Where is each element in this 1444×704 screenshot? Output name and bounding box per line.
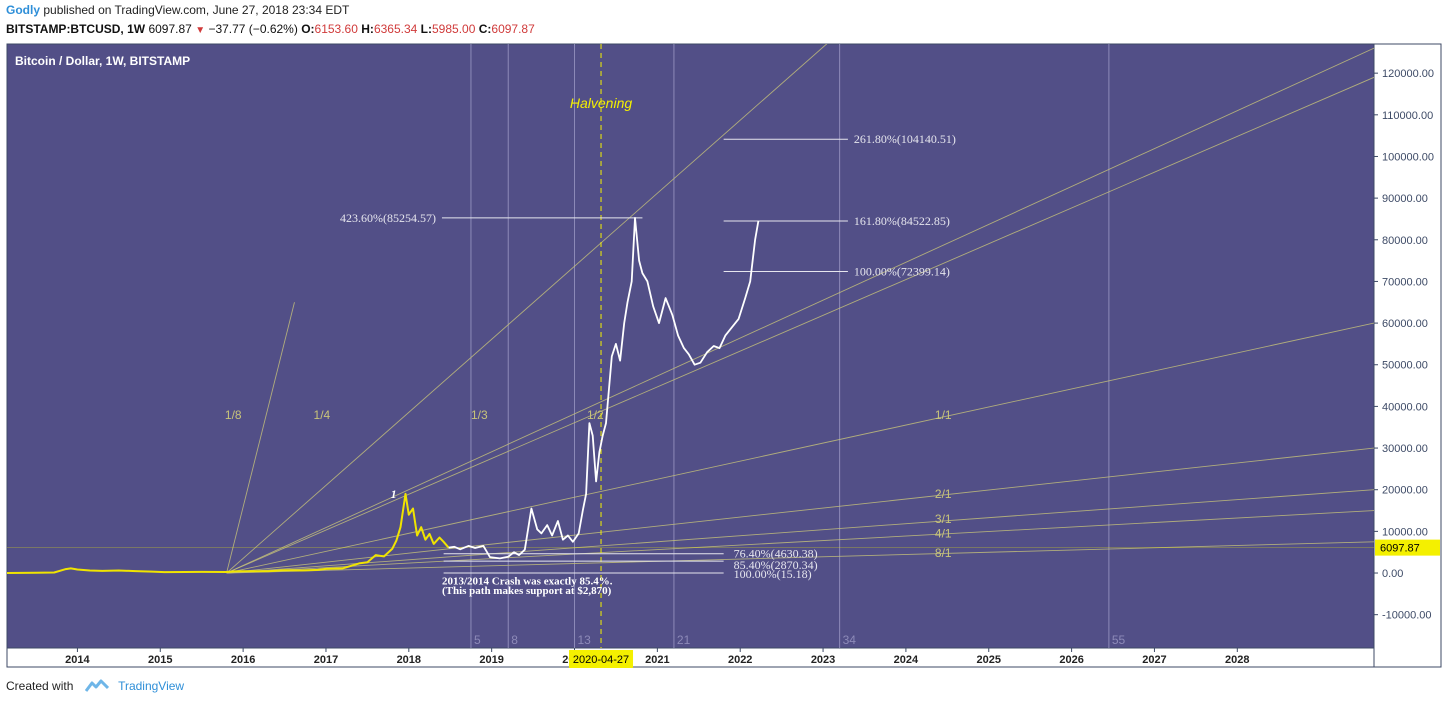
symbol-name: BITSTAMP:BTCUSD, 1W <box>6 22 146 36</box>
y-tick-label: 40000.00 <box>1382 401 1428 413</box>
gann-fan-line <box>226 489 1374 574</box>
x-tick-label: 2022 <box>728 654 752 666</box>
x-tick-label: 2023 <box>811 654 835 666</box>
x-tick-label: 2016 <box>231 654 255 666</box>
footer: Created with TradingView <box>6 679 184 693</box>
historical-price-line <box>7 492 450 574</box>
open-label: O: <box>301 22 315 36</box>
fib-retracement-label: 76.40%(4630.38) <box>734 547 818 561</box>
fib-time-label: 13 <box>578 633 592 647</box>
fib-level-label: 100.00%(72399.14) <box>854 264 950 278</box>
published-text: published on TradingView.com, June 27, 2… <box>43 3 350 17</box>
fib-level-label: 423.60%(85254.57) <box>340 211 436 225</box>
y-tick-label: 110000.00 <box>1382 110 1433 122</box>
x-tick-label: 2027 <box>1142 654 1166 666</box>
fib-level-label: 261.80%(104140.51) <box>854 132 956 146</box>
gann-fan-line <box>226 510 1374 574</box>
y-tick-label: -10000.00 <box>1382 610 1432 622</box>
high-label: H: <box>361 22 374 36</box>
author-link[interactable]: Godly <box>6 3 41 17</box>
publish-info: Godly published on TradingView.com, June… <box>6 3 349 17</box>
plot-border <box>6 43 1375 649</box>
x-tick-label: 2028 <box>1225 654 1249 666</box>
gann-fan-line <box>226 44 828 574</box>
price-change: −37.77 (−0.62%) <box>208 22 298 36</box>
gann-fan-label: 1/1 <box>935 408 952 422</box>
created-with-text: Created with <box>6 679 74 693</box>
gann-fan-label: 1/8 <box>225 408 242 422</box>
high-value: 6365.34 <box>373 22 418 36</box>
y-tick-label: 60000.00 <box>1382 318 1428 330</box>
open-value: 6153.60 <box>314 22 358 36</box>
fib-time-label: 8 <box>511 633 518 647</box>
gann-fan-line <box>226 76 1374 574</box>
x-tick-label: 2018 <box>397 654 421 666</box>
chart-title: Bitcoin / Dollar, 1W, BITSTAMP <box>15 54 190 68</box>
last-price-badge <box>1375 539 1440 556</box>
plot-area <box>7 44 1374 648</box>
gann-fan-label: 1/3 <box>471 408 488 422</box>
close-value: 6097.87 <box>491 22 535 36</box>
gann-fan-line <box>226 322 1374 574</box>
y-tick-label: 50000.00 <box>1382 360 1428 372</box>
y-tick-label: 20000.00 <box>1382 485 1428 497</box>
last-price: 6097.87 <box>148 22 192 36</box>
y-tick-label: 120000.00 <box>1382 68 1434 80</box>
fib-level-label: 161.80%(84522.85) <box>854 214 950 228</box>
x-tick-label: 2015 <box>148 654 172 666</box>
chart-annotation: (This path makes support at $2,870) <box>442 585 612 597</box>
y-tick-label: 80000.00 <box>1382 235 1428 247</box>
x-tick-label: 2025 <box>977 654 1001 666</box>
y-axis-panel <box>1373 43 1442 668</box>
date-marker-badge <box>569 650 634 668</box>
gann-fan-label: 3/1 <box>935 512 952 526</box>
fib-retracement-label: 100.00%(15.18) <box>734 567 812 581</box>
gann-fan-label: 1/4 <box>314 408 331 422</box>
gann-fan-label: 4/1 <box>935 527 952 541</box>
gann-fan-label: 8/1 <box>935 546 952 560</box>
fib-time-label: 55 <box>1112 633 1126 647</box>
y-tick-label: 70000.00 <box>1382 276 1428 288</box>
symbol-info: BITSTAMP:BTCUSD, 1W 6097.87 ▼ −37.77 (−0… <box>6 22 535 36</box>
tradingview-link[interactable]: TradingView <box>118 679 185 693</box>
x-axis-panel <box>6 647 1375 668</box>
halvening-label: Halvening <box>570 95 632 111</box>
y-tick-label: 100000.00 <box>1382 151 1434 163</box>
gann-fan-line <box>226 47 1374 574</box>
fib-time-label: 21 <box>677 633 691 647</box>
tradingview-logo-icon[interactable] <box>84 679 109 693</box>
y-tick-label: 90000.00 <box>1382 193 1428 205</box>
gann-fan-label: 2/1 <box>935 487 952 501</box>
x-tick-label: 2014 <box>65 654 90 666</box>
x-tick-label: 2017 <box>314 654 338 666</box>
projected-price-line <box>448 217 760 560</box>
low-value: 5985.00 <box>432 22 476 36</box>
y-tick-label: 0.00 <box>1382 568 1403 580</box>
gann-fan-label: 1/2 <box>587 408 604 422</box>
y-tick-label: 10000.00 <box>1382 526 1428 538</box>
gann-fan-line <box>226 302 295 574</box>
y-tick-label: 30000.00 <box>1382 443 1428 455</box>
x-tick-label: 2021 <box>645 654 669 666</box>
plot-content: 5 8 13 21 34 55 1/8 1/4 1/3 1/2 1/1 2/1 3/14/1 8/1 Hal… <box>7 44 1374 648</box>
date-marker-label: 2020-04-27 <box>573 654 629 666</box>
x-tick-label: 2024 <box>894 654 919 666</box>
x-tick-label: 2026 <box>1059 654 1083 666</box>
low-label: L: <box>420 22 432 36</box>
gann-fan-line <box>226 447 1374 574</box>
x-tick-label: 2019 <box>479 654 503 666</box>
close-label: C: <box>478 22 492 36</box>
chart-annotation: 1 <box>391 487 397 501</box>
fib-time-label: 5 <box>474 633 481 647</box>
fib-retracement-label: 85.40%(2870.34) <box>734 558 818 572</box>
last-price-badge-label: 6097.87 <box>1380 543 1420 555</box>
gann-fan-line <box>226 541 1374 574</box>
fib-time-label: 34 <box>843 633 857 647</box>
down-triangle-icon: ▼ <box>195 25 206 36</box>
chart-annotation: 2013/2014 Crash was exactly 85.4%. <box>442 576 613 588</box>
